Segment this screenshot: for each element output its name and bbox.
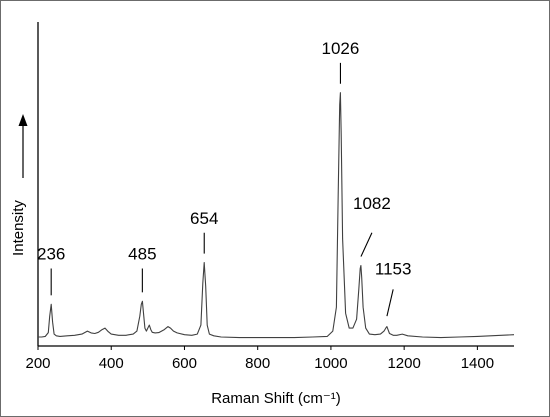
x-tick-labels: 200 400 600 800 1000 1200 1400: [25, 355, 494, 372]
peak-label: 1082: [353, 194, 391, 213]
y-axis-label: Intensity: [10, 200, 27, 256]
peak-annotation: 1082: [353, 194, 391, 257]
peak-marker-line: [386, 289, 394, 317]
x-tick-label: 1000: [314, 355, 347, 372]
y-axis-arrow-head: [18, 114, 28, 126]
peak-annotation: 1026: [322, 39, 360, 84]
y-axis-arrow: [18, 114, 28, 178]
peak-label: 485: [128, 245, 156, 264]
peak-label: 1026: [322, 39, 360, 58]
y-axis-label-group: Intensity: [10, 114, 28, 256]
x-tick-label: 800: [245, 355, 270, 372]
peak-label: 654: [190, 209, 218, 228]
spectrum-line: [38, 92, 515, 339]
x-tick-label: 600: [172, 355, 197, 372]
peak-annotation: 485: [128, 245, 157, 293]
x-tick-label: 200: [25, 355, 50, 372]
peak-label: 236: [37, 245, 65, 264]
peak-annotation: 236: [37, 245, 65, 296]
peak-label: 1153: [375, 259, 412, 278]
x-tick-label: 1200: [387, 355, 420, 372]
peak-annotation: 654: [190, 209, 218, 254]
x-tick-label: 400: [99, 355, 124, 372]
x-tick-label: 1400: [461, 355, 494, 372]
peak-annotations: 236 485 654 1026 1082 1153: [37, 39, 412, 317]
x-axis-label: Raman Shift (cm⁻¹): [211, 390, 341, 407]
peak-marker-line: [360, 232, 373, 257]
axes: [37, 22, 514, 347]
x-ticks: [37, 346, 478, 350]
peak-annotation: 1153: [375, 259, 412, 317]
